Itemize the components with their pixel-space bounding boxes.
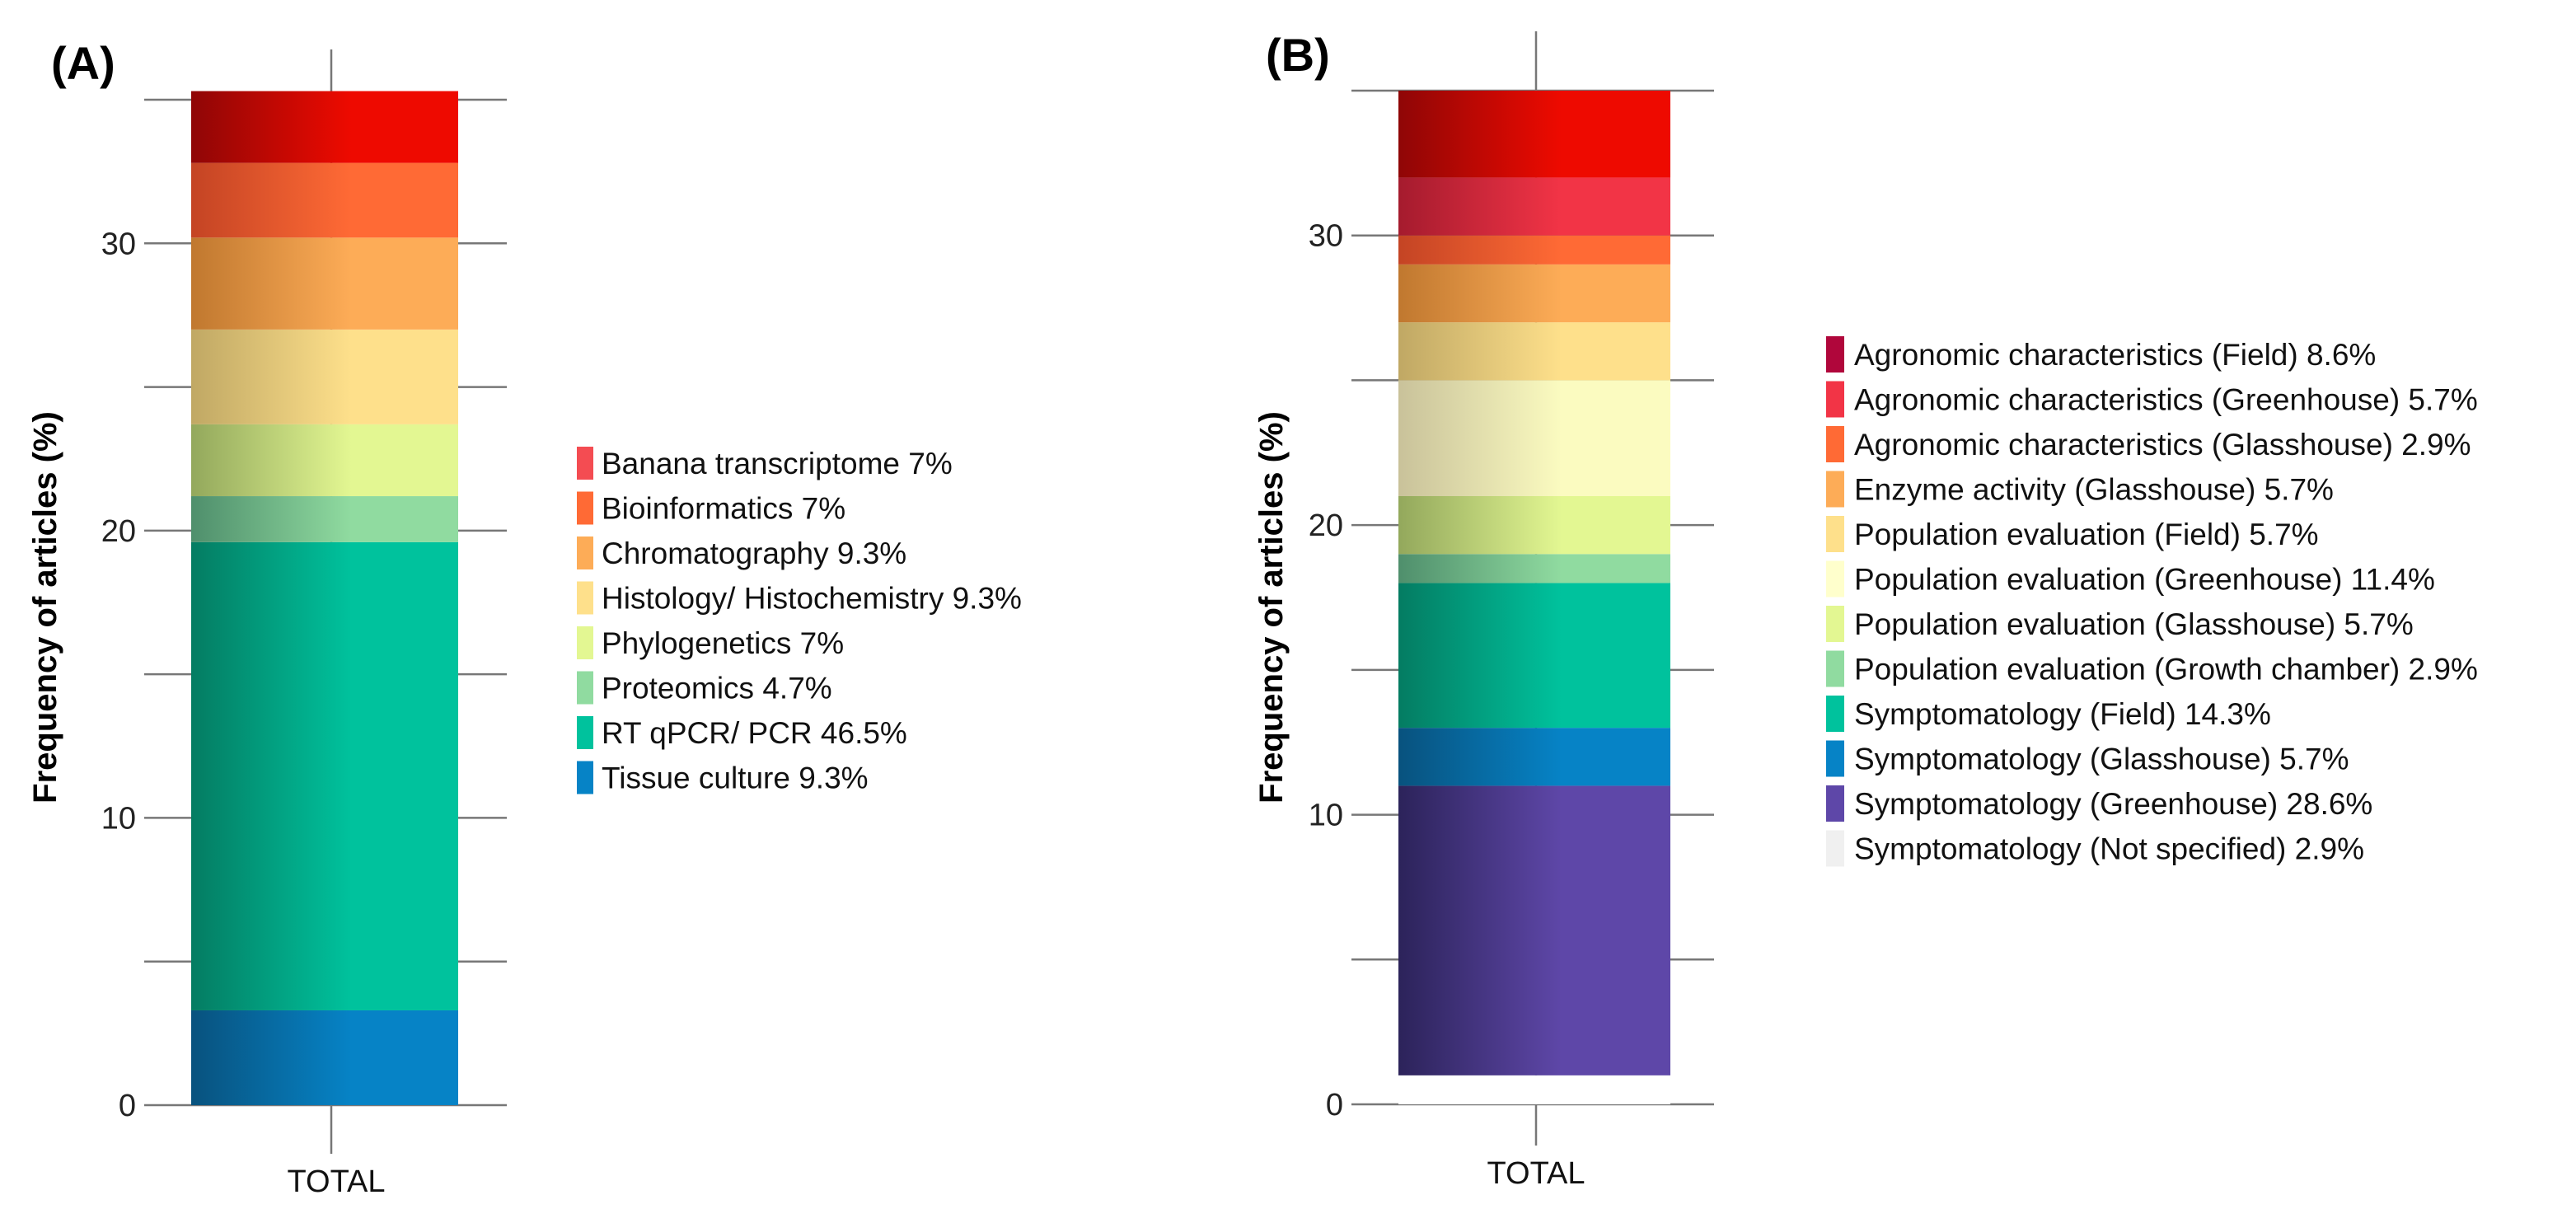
panel-b-legend-label: Agronomic characteristics (Glasshouse) 2…	[1854, 428, 2471, 462]
panel-b-y-tick-label: 0	[1326, 1088, 1343, 1122]
panel-b-legend-swatch	[1826, 471, 1844, 508]
panel-a-y-tick-label: 30	[101, 227, 136, 261]
panel-a-category-label: TOTAL	[288, 1164, 386, 1199]
panel-b-bar-segment-symptomatology-not-specified	[1398, 1075, 1670, 1104]
panel-b-legend-swatch	[1826, 381, 1844, 418]
panel-a-legend-swatch	[577, 447, 593, 480]
panel-b-bar-segment-agronomic-characteristics-greenhouse	[1398, 177, 1670, 236]
panel-b-legend-swatch	[1826, 785, 1844, 822]
panel-b-legend-label: Enzyme activity (Glasshouse) 5.7%	[1854, 473, 2334, 507]
panel-b-bar-segment-agronomic-characteristics-field	[1398, 91, 1670, 178]
panel-a-legend-label: Bioinformatics 7%	[602, 492, 845, 526]
panel-b-legend-label: Symptomatology (Not specified) 2.9%	[1854, 832, 2364, 866]
panel-a: (A) Frequency of articles (%) 0 10 20 30 TO…	[27, 37, 1022, 1199]
panel-b-legend-swatch	[1826, 606, 1844, 642]
panel-b-category-label: TOTAL	[1487, 1156, 1585, 1191]
panel-a-legend-swatch	[577, 626, 593, 659]
panel-b-bar-segment-symptomatology-greenhouse	[1398, 785, 1670, 1075]
panel-b-legend-swatch	[1826, 740, 1844, 777]
panel-b-y-tick-label: 10	[1309, 799, 1343, 833]
panel-b-legend-swatch	[1826, 650, 1844, 687]
panel-a-stacked-bar	[191, 91, 458, 1105]
panel-b-legend-label: Population evaluation (Field) 5.7%	[1854, 518, 2319, 551]
panel-b-legend-label: Population evaluation (Glasshouse) 5.7%	[1854, 607, 2414, 641]
panel-b-legend-swatch	[1826, 696, 1844, 732]
panel-a-legend-swatch	[577, 491, 593, 525]
panel-a-legend-swatch	[577, 716, 593, 749]
panel-b-bar-segment-enzyme-activity-glasshouse	[1398, 264, 1670, 323]
panel-b-bar-segment-population-evaluation-growth-chamber	[1398, 554, 1670, 583]
panel-a-bar-segment-rt-qpcr-pcr	[191, 541, 458, 1010]
panel-a-legend-swatch	[577, 537, 593, 569]
panel-b-legend-swatch	[1826, 516, 1844, 552]
panel-a-bar-segment-tissue-culture	[191, 1010, 458, 1105]
panel-a-bar-segment-bioinformatics	[191, 162, 458, 238]
panel-a-legend-label: Phylogenetics 7%	[602, 626, 844, 660]
panel-b-legend-swatch	[1826, 336, 1844, 373]
panel-a-legend-label: Banana transcriptome 7%	[602, 447, 953, 480]
panel-b-legend-label: Symptomatology (Field) 14.3%	[1854, 697, 2271, 731]
panel-a-y-tick-label: 20	[101, 514, 136, 549]
panel-b-legend-label: Symptomatology (Greenhouse) 28.6%	[1854, 787, 2372, 821]
panel-b-bar-segment-symptomatology-glasshouse	[1398, 728, 1670, 786]
panel-a-bar-segment-proteomics	[191, 496, 458, 542]
panel-a-bar-segment-chromatography	[191, 237, 458, 330]
panel-a-bar-segment-histology-histochemistry	[191, 329, 458, 424]
panel-b-legend-label: Population evaluation (Greenhouse) 11.4%	[1854, 563, 2435, 597]
panel-a-bar-segment-banana-transcriptome	[191, 91, 458, 163]
panel-b-bar-segment-population-evaluation-glasshouse	[1398, 496, 1670, 555]
panel-a-y-tick-label: 10	[101, 801, 136, 836]
panel-b: (B) Frequency of articles (%) 0 10 20 30 TO…	[1253, 29, 2478, 1191]
panel-a-legend: Banana transcriptome 7% Bioinformatics 7%…	[577, 447, 1022, 795]
panel-b-y-axis-title: Frequency of articles (%)	[1253, 411, 1290, 804]
panel-b-legend-label: Agronomic characteristics (Greenhouse) 5…	[1854, 383, 2478, 417]
panel-a-bar-segment-phylogenetics	[191, 424, 458, 497]
panel-a-legend-label: Proteomics 4.7%	[602, 672, 832, 705]
panel-b-y-tick-label: 30	[1309, 219, 1343, 254]
panel-a-legend-swatch	[577, 761, 593, 794]
panel-a-y-tick-label: 0	[119, 1089, 136, 1123]
panel-b-legend: Agronomic characteristics (Field) 8.6% Ag…	[1826, 336, 2478, 867]
panel-a-legend-swatch	[577, 581, 593, 615]
panel-a-label: (A)	[51, 37, 115, 89]
panel-a-legend-label: Histology/ Histochemistry 9.3%	[602, 582, 1022, 616]
panel-b-bar-segment-population-evaluation-field	[1398, 322, 1670, 381]
panel-b-bar-segment-agronomic-characteristics-glasshouse	[1398, 235, 1670, 265]
panel-a-legend-label: Chromatography 9.3%	[602, 537, 906, 570]
panel-a-y-axis-title: Frequency of articles (%)	[27, 411, 63, 804]
panel-b-bar-segment-symptomatology-field	[1398, 583, 1670, 729]
panel-b-legend-label: Symptomatology (Glasshouse) 5.7%	[1854, 743, 2349, 776]
panel-a-legend-label: RT qPCR/ PCR 46.5%	[602, 716, 907, 750]
panel-a-legend-label: Tissue culture 9.3%	[602, 761, 869, 795]
panel-b-bar-segment-population-evaluation-greenhouse	[1398, 380, 1670, 496]
panel-b-legend-swatch	[1826, 426, 1844, 462]
panel-b-legend-label: Agronomic characteristics (Field) 8.6%	[1854, 338, 2376, 372]
panel-b-legend-swatch	[1826, 830, 1844, 867]
panel-a-legend-swatch	[577, 671, 593, 705]
panel-b-stacked-bar	[1398, 91, 1670, 1104]
panel-b-legend-swatch	[1826, 560, 1844, 597]
panel-b-y-tick-label: 20	[1309, 508, 1343, 543]
panel-b-label: (B)	[1266, 29, 1330, 81]
panel-b-legend-label: Population evaluation (Growth chamber) 2…	[1854, 653, 2478, 686]
